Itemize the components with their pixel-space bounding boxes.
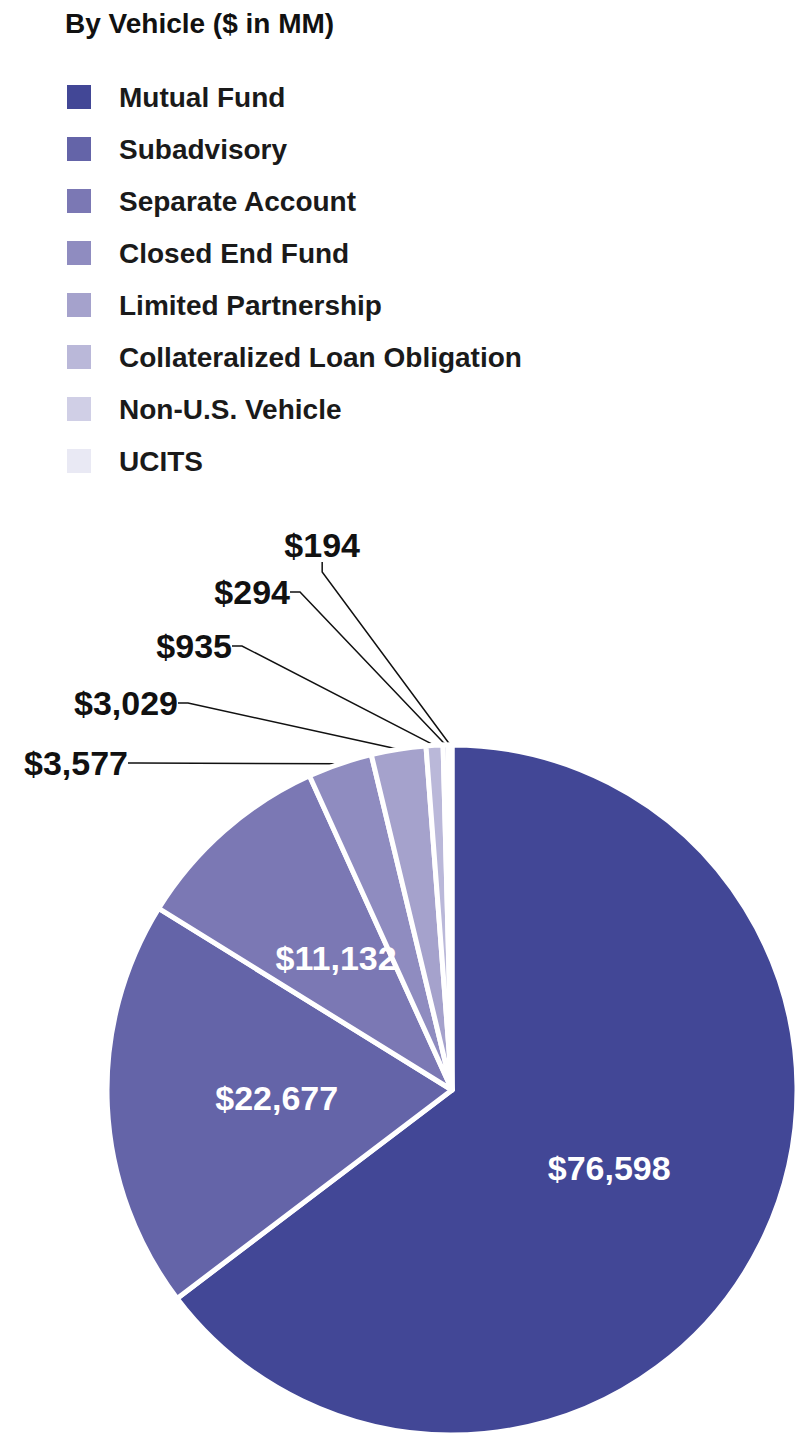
- svg-text:Subadvisory: Subadvisory: [119, 134, 287, 165]
- svg-text:$3,577: $3,577: [24, 744, 128, 782]
- svg-text:$3,029: $3,029: [74, 684, 178, 722]
- svg-text:Collateralized Loan Obligation: Collateralized Loan Obligation: [119, 342, 522, 373]
- svg-text:$294: $294: [214, 573, 290, 611]
- svg-text:Mutual Fund: Mutual Fund: [119, 82, 285, 113]
- svg-text:$194: $194: [284, 526, 360, 564]
- svg-text:Closed End Fund: Closed End Fund: [119, 238, 349, 269]
- svg-text:$935: $935: [156, 627, 232, 665]
- svg-text:$11,132: $11,132: [276, 939, 397, 977]
- svg-text:Limited Partnership: Limited Partnership: [119, 290, 382, 321]
- svg-text:By Vehicle ($ in MM): By Vehicle ($ in MM): [65, 8, 334, 39]
- svg-text:Non-U.S. Vehicle: Non-U.S. Vehicle: [119, 394, 342, 425]
- svg-text:$76,598: $76,598: [548, 1149, 671, 1187]
- svg-text:UCITS: UCITS: [119, 446, 203, 477]
- svg-text:Separate Account: Separate Account: [119, 186, 356, 217]
- svg-text:$22,677: $22,677: [215, 1079, 338, 1117]
